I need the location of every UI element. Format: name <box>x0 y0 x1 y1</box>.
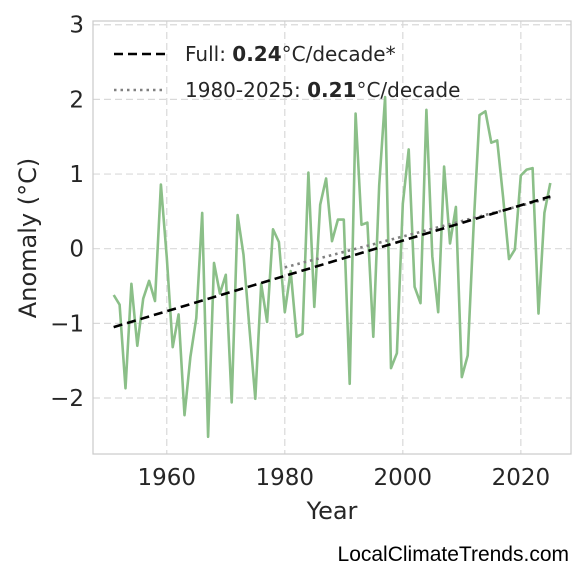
watermark: LocalClimateTrends.com <box>337 543 569 566</box>
y-axis-label: Anomaly (°C) <box>14 158 42 318</box>
legend-recent-label: 1980-2025: 0.21°C/decade <box>185 78 460 102</box>
y-tick-label: 1 <box>69 162 84 188</box>
y-tick-label: 0 <box>69 237 84 263</box>
series <box>112 95 552 439</box>
legend: Full: 0.24°C/decade* 1980-2025: 0.21°C/d… <box>114 42 460 102</box>
grid <box>93 21 571 454</box>
y-tick-label: −1 <box>50 311 84 337</box>
y-tick-label: 2 <box>69 87 84 113</box>
legend-full-label: Full: 0.24°C/decade* <box>185 42 396 66</box>
x-tick-label: 1980 <box>256 465 315 491</box>
x-axis-label: Year <box>306 497 358 525</box>
anomaly-series-line <box>112 95 552 439</box>
x-tick-label: 1960 <box>137 465 196 491</box>
y-tick-label: −2 <box>50 386 84 412</box>
full-trend-line <box>113 195 551 329</box>
y-tick-label: 3 <box>69 13 84 39</box>
x-tick-label: 2020 <box>492 465 551 491</box>
x-tick-label: 2000 <box>374 465 433 491</box>
tick-labels: 1960 1980 2000 2020 −2 −1 0 1 2 3 <box>50 13 550 491</box>
plot-frame <box>92 20 572 455</box>
